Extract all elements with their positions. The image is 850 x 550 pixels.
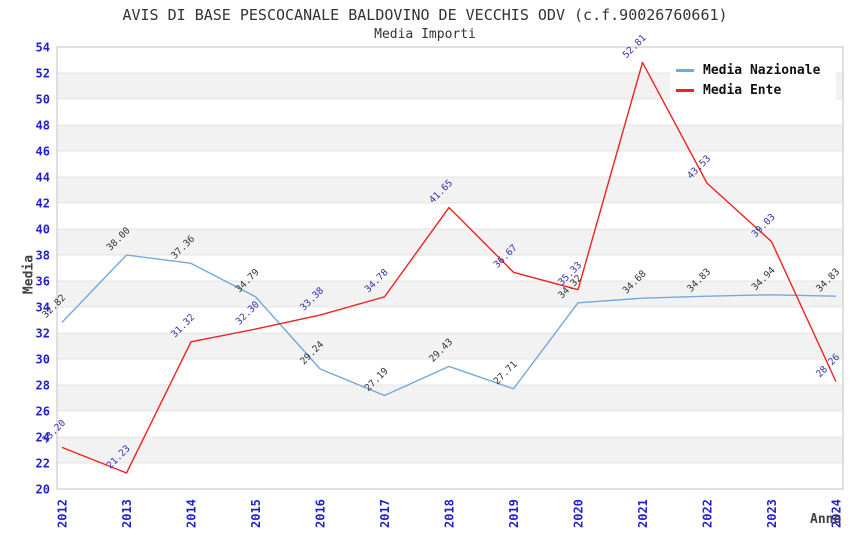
legend-swatch-media-ente xyxy=(676,88,694,92)
grid-band xyxy=(57,437,843,463)
grid-band xyxy=(57,177,843,203)
data-label: 27.71 xyxy=(492,359,520,387)
legend-label-media-ente: Media Ente xyxy=(703,82,782,98)
x-tick-label: 2017 xyxy=(378,499,392,528)
y-tick-label: 46 xyxy=(36,145,50,159)
grid-band xyxy=(57,125,843,151)
y-tick-label: 34 xyxy=(36,301,50,315)
y-tick-label: 36 xyxy=(36,275,50,289)
y-tick-label: 22 xyxy=(36,457,50,471)
y-tick-label: 32 xyxy=(36,327,50,341)
y-axis-title: Media xyxy=(21,254,37,295)
y-tick-label: 40 xyxy=(36,223,50,237)
x-axis-title: Anno xyxy=(810,512,842,527)
x-tick-label: 2018 xyxy=(443,499,457,528)
x-tick-label: 2014 xyxy=(185,499,199,528)
legend-item-media-nazionale: Media Nazionale xyxy=(676,63,836,78)
x-tick-label: 2019 xyxy=(507,499,521,528)
x-tick-label: 2023 xyxy=(765,499,779,528)
x-tick-label: 2013 xyxy=(120,499,134,528)
x-tick-label: 2024 xyxy=(830,499,844,528)
x-tick-label: 2012 xyxy=(56,499,70,528)
y-tick-label: 28 xyxy=(36,379,50,393)
y-tick-label: 50 xyxy=(36,93,50,107)
plot-border xyxy=(56,46,844,490)
y-tick-label: 48 xyxy=(36,119,50,133)
chart-title: AVIS DI BASE PESCOCANALE BALDOVINO DE VE… xyxy=(122,6,728,24)
legend-swatch-media-nazionale xyxy=(676,68,694,72)
legend-label-media-nazionale: Media Nazionale xyxy=(703,62,821,78)
y-tick-label: 20 xyxy=(36,483,50,497)
grid-band xyxy=(57,281,843,307)
legend: Media Nazionale Media Ente xyxy=(670,57,836,103)
y-tick-label: 44 xyxy=(36,171,50,185)
x-tick-label: 2015 xyxy=(249,499,263,528)
x-tick-label: 2016 xyxy=(314,499,328,528)
y-tick-label: 38 xyxy=(36,249,50,263)
series-line-media-nazionale xyxy=(61,254,837,397)
x-tick-label: 2021 xyxy=(636,499,650,528)
x-tick-label: 2020 xyxy=(572,499,586,528)
grid-band xyxy=(57,385,843,411)
grid-band xyxy=(57,333,843,359)
y-tick-label: 52 xyxy=(36,67,50,81)
y-tick-label: 30 xyxy=(36,353,50,367)
x-tick-label: 2022 xyxy=(701,499,715,528)
chart-subtitle: Media Importi xyxy=(374,27,476,42)
y-tick-label: 42 xyxy=(36,197,50,211)
y-tick-label: 24 xyxy=(36,431,50,445)
y-tick-label: 54 xyxy=(36,41,50,55)
grid-band xyxy=(57,229,843,255)
legend-item-media-ente: Media Ente xyxy=(676,83,836,98)
series-line-media-ente xyxy=(61,61,837,474)
y-tick-label: 26 xyxy=(36,405,50,419)
